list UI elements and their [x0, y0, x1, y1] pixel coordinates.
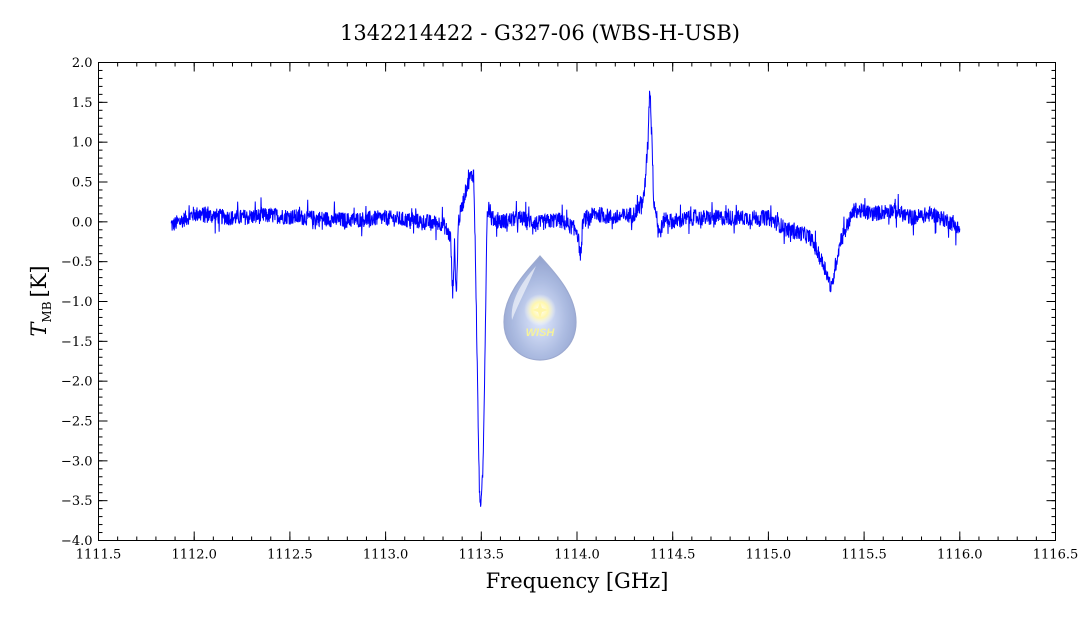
plot-frame: [98, 62, 1056, 541]
x-axis-label: Frequency [GHz]: [486, 569, 669, 593]
y-tick-label: 1.5: [72, 96, 93, 111]
y-tick-label: −1.5: [61, 335, 93, 350]
y-tick-label: 1.0: [72, 136, 93, 151]
x-tick-label: 1112.0: [171, 548, 217, 563]
y-tick-labels: −4.0 −3.5 −3.0 −2.5 −2.0 −1.5 −1.0 −0.5 0.0 0.5 1.…: [61, 56, 93, 549]
x-tick-label: 1111.5: [76, 548, 122, 563]
x-tick-label: 1115.5: [841, 548, 887, 563]
y-tick-label: −4.0: [61, 534, 93, 549]
wish-logo-text: WISH: [526, 327, 556, 339]
y-tick-label: −0.5: [61, 255, 93, 270]
y-tick-label: 0.0: [72, 215, 93, 230]
y-axis-label-subscript: MB: [40, 301, 54, 322]
star-icon: [532, 302, 548, 318]
x-tick-label: 1114.0: [554, 548, 600, 563]
x-tick-label: 1115.0: [746, 548, 792, 563]
wish-logo: WISH: [503, 255, 577, 361]
chart-title: 1342214422 - G327-06 (WBS-H-USB): [340, 21, 740, 45]
wish-drop-highlight: [511, 266, 536, 320]
x-tick-label: 1116.5: [1033, 548, 1079, 563]
x-tick-label: 1112.5: [267, 548, 313, 563]
spectrum-line: [170, 90, 961, 507]
y-tick-label: 2.0: [72, 56, 93, 71]
y-tick-label: −3.0: [61, 454, 93, 469]
x-tick-label: 1116.0: [937, 548, 983, 563]
major-ticks: [98, 62, 1056, 541]
x-tick-label: 1114.5: [650, 548, 696, 563]
x-tick-label: 1113.5: [459, 548, 505, 563]
x-tick-labels: 1111.5 1112.0 1112.5 1113.0 1113.5 1114.0 1114…: [76, 548, 1079, 563]
svg-text:TMB[K]: TMB [K]: [27, 265, 54, 336]
y-axis-label: TMB [K]: [27, 265, 54, 336]
y-axis-label-symbol: T: [27, 321, 51, 337]
y-axis-label-unit: [K]: [27, 265, 51, 297]
y-tick-label: −2.5: [61, 415, 93, 430]
minor-ticks: [98, 62, 1056, 541]
y-tick-label: −3.5: [61, 494, 93, 509]
y-tick-label: 0.5: [72, 176, 93, 191]
x-tick-label: 1113.0: [363, 548, 409, 563]
y-tick-label: −2.0: [61, 375, 93, 390]
plot-area: [170, 90, 961, 507]
y-tick-label: −1.0: [61, 295, 93, 310]
